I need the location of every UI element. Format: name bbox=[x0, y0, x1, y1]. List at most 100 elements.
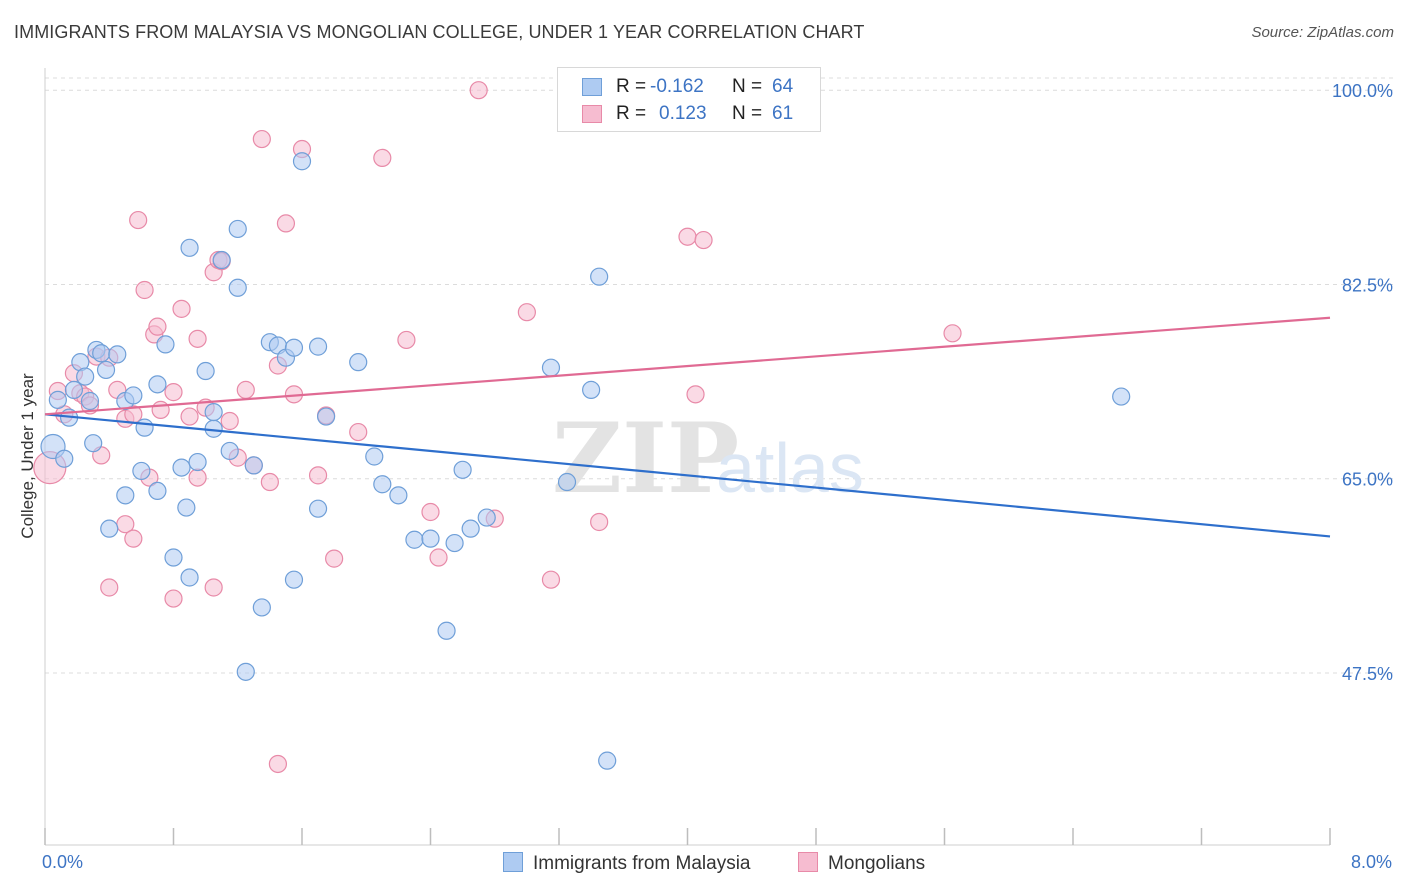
data-point bbox=[84, 434, 103, 453]
data-point bbox=[276, 214, 296, 233]
data-point bbox=[437, 621, 456, 640]
r-value: 0.123 bbox=[659, 103, 707, 124]
source-label: Source: ZipAtlas.com bbox=[1251, 24, 1394, 41]
y-tick-label: 47.5% bbox=[1342, 664, 1393, 684]
blue-swatch bbox=[582, 78, 602, 96]
data-point bbox=[124, 529, 143, 548]
watermark-zip: ZIP bbox=[552, 402, 739, 515]
n-value: 61 bbox=[772, 103, 794, 124]
data-point bbox=[204, 403, 223, 422]
data-point bbox=[429, 548, 448, 567]
data-point bbox=[582, 380, 601, 399]
data-point bbox=[100, 578, 119, 597]
data-point bbox=[252, 129, 271, 149]
data-point bbox=[116, 486, 135, 505]
trend-line bbox=[44, 316, 1331, 416]
trend-line bbox=[44, 413, 1331, 538]
data-point bbox=[373, 475, 392, 494]
data-point bbox=[135, 280, 154, 300]
data-point bbox=[129, 210, 148, 230]
data-point bbox=[541, 358, 561, 377]
data-point bbox=[284, 338, 304, 357]
data-point bbox=[135, 418, 154, 437]
data-point bbox=[943, 324, 962, 343]
data-point bbox=[244, 456, 263, 475]
data-point bbox=[397, 330, 416, 350]
data-point bbox=[260, 472, 279, 492]
data-point bbox=[557, 472, 577, 492]
data-point bbox=[76, 367, 95, 386]
data-point bbox=[188, 468, 207, 487]
data-point bbox=[164, 548, 183, 567]
data-point bbox=[1112, 387, 1131, 406]
data-point bbox=[108, 345, 127, 364]
data-point bbox=[172, 458, 191, 477]
data-point bbox=[228, 278, 247, 297]
x-tick-max: 8.0% bbox=[1350, 852, 1392, 872]
data-point bbox=[188, 452, 207, 472]
data-point bbox=[421, 529, 440, 548]
y-tick-labels: 47.5% 65.0% 82.5% 100.0% bbox=[1332, 81, 1393, 684]
r-label: R = bbox=[616, 76, 647, 97]
data-point bbox=[461, 519, 480, 538]
data-point bbox=[686, 385, 705, 404]
data-point bbox=[598, 751, 617, 770]
data-point bbox=[541, 570, 561, 589]
data-point bbox=[469, 81, 488, 100]
watermark-atlas: atlas bbox=[716, 429, 864, 507]
blue-swatch bbox=[503, 852, 523, 872]
data-point bbox=[236, 380, 255, 399]
data-point bbox=[180, 568, 199, 587]
data-point bbox=[188, 329, 207, 348]
data-point bbox=[517, 303, 536, 322]
data-point bbox=[590, 512, 609, 532]
data-point bbox=[349, 353, 368, 372]
trend-lines bbox=[44, 316, 1331, 538]
data-point bbox=[373, 148, 392, 168]
data-point bbox=[252, 598, 271, 617]
data-point bbox=[48, 390, 67, 409]
data-point bbox=[124, 386, 143, 405]
pink-swatch bbox=[798, 852, 818, 872]
data-point bbox=[92, 344, 111, 363]
legend-item-mongolians[interactable]: Mongolians bbox=[798, 852, 925, 875]
series-legend: Immigrants from Malaysia Mongolians bbox=[0, 852, 1406, 878]
data-point bbox=[177, 498, 196, 517]
data-point bbox=[590, 267, 609, 286]
y-tick-label: 65.0% bbox=[1342, 470, 1393, 490]
pink-swatch bbox=[582, 105, 602, 123]
n-label: N = bbox=[732, 76, 763, 97]
data-point bbox=[678, 227, 697, 246]
data-point bbox=[80, 391, 100, 411]
data-point bbox=[55, 449, 74, 468]
data-point bbox=[148, 481, 167, 501]
data-point bbox=[148, 317, 167, 336]
data-point bbox=[236, 662, 255, 681]
data-point bbox=[405, 530, 424, 549]
legend-item-malaysia[interactable]: Immigrants from Malaysia bbox=[503, 852, 751, 875]
data-point bbox=[196, 361, 215, 381]
data-point bbox=[212, 250, 231, 270]
data-point bbox=[164, 383, 183, 402]
data-point bbox=[64, 380, 84, 399]
data-point bbox=[284, 570, 304, 589]
data-point bbox=[477, 508, 496, 527]
data-point bbox=[100, 519, 119, 538]
r-label: R = bbox=[616, 103, 647, 124]
data-point bbox=[308, 499, 328, 518]
data-point bbox=[96, 360, 116, 380]
data-point bbox=[316, 407, 336, 426]
data-point bbox=[308, 466, 328, 485]
n-label: N = bbox=[732, 103, 763, 124]
data-point bbox=[389, 486, 408, 505]
data-point bbox=[180, 238, 199, 257]
data-point bbox=[421, 502, 440, 522]
r-value: -0.162 bbox=[650, 76, 704, 97]
y-tick-label: 82.5% bbox=[1342, 275, 1393, 295]
legend-label: Mongolians bbox=[828, 853, 926, 874]
data-point bbox=[308, 337, 328, 356]
data-point bbox=[151, 400, 170, 419]
data-point bbox=[365, 447, 384, 466]
